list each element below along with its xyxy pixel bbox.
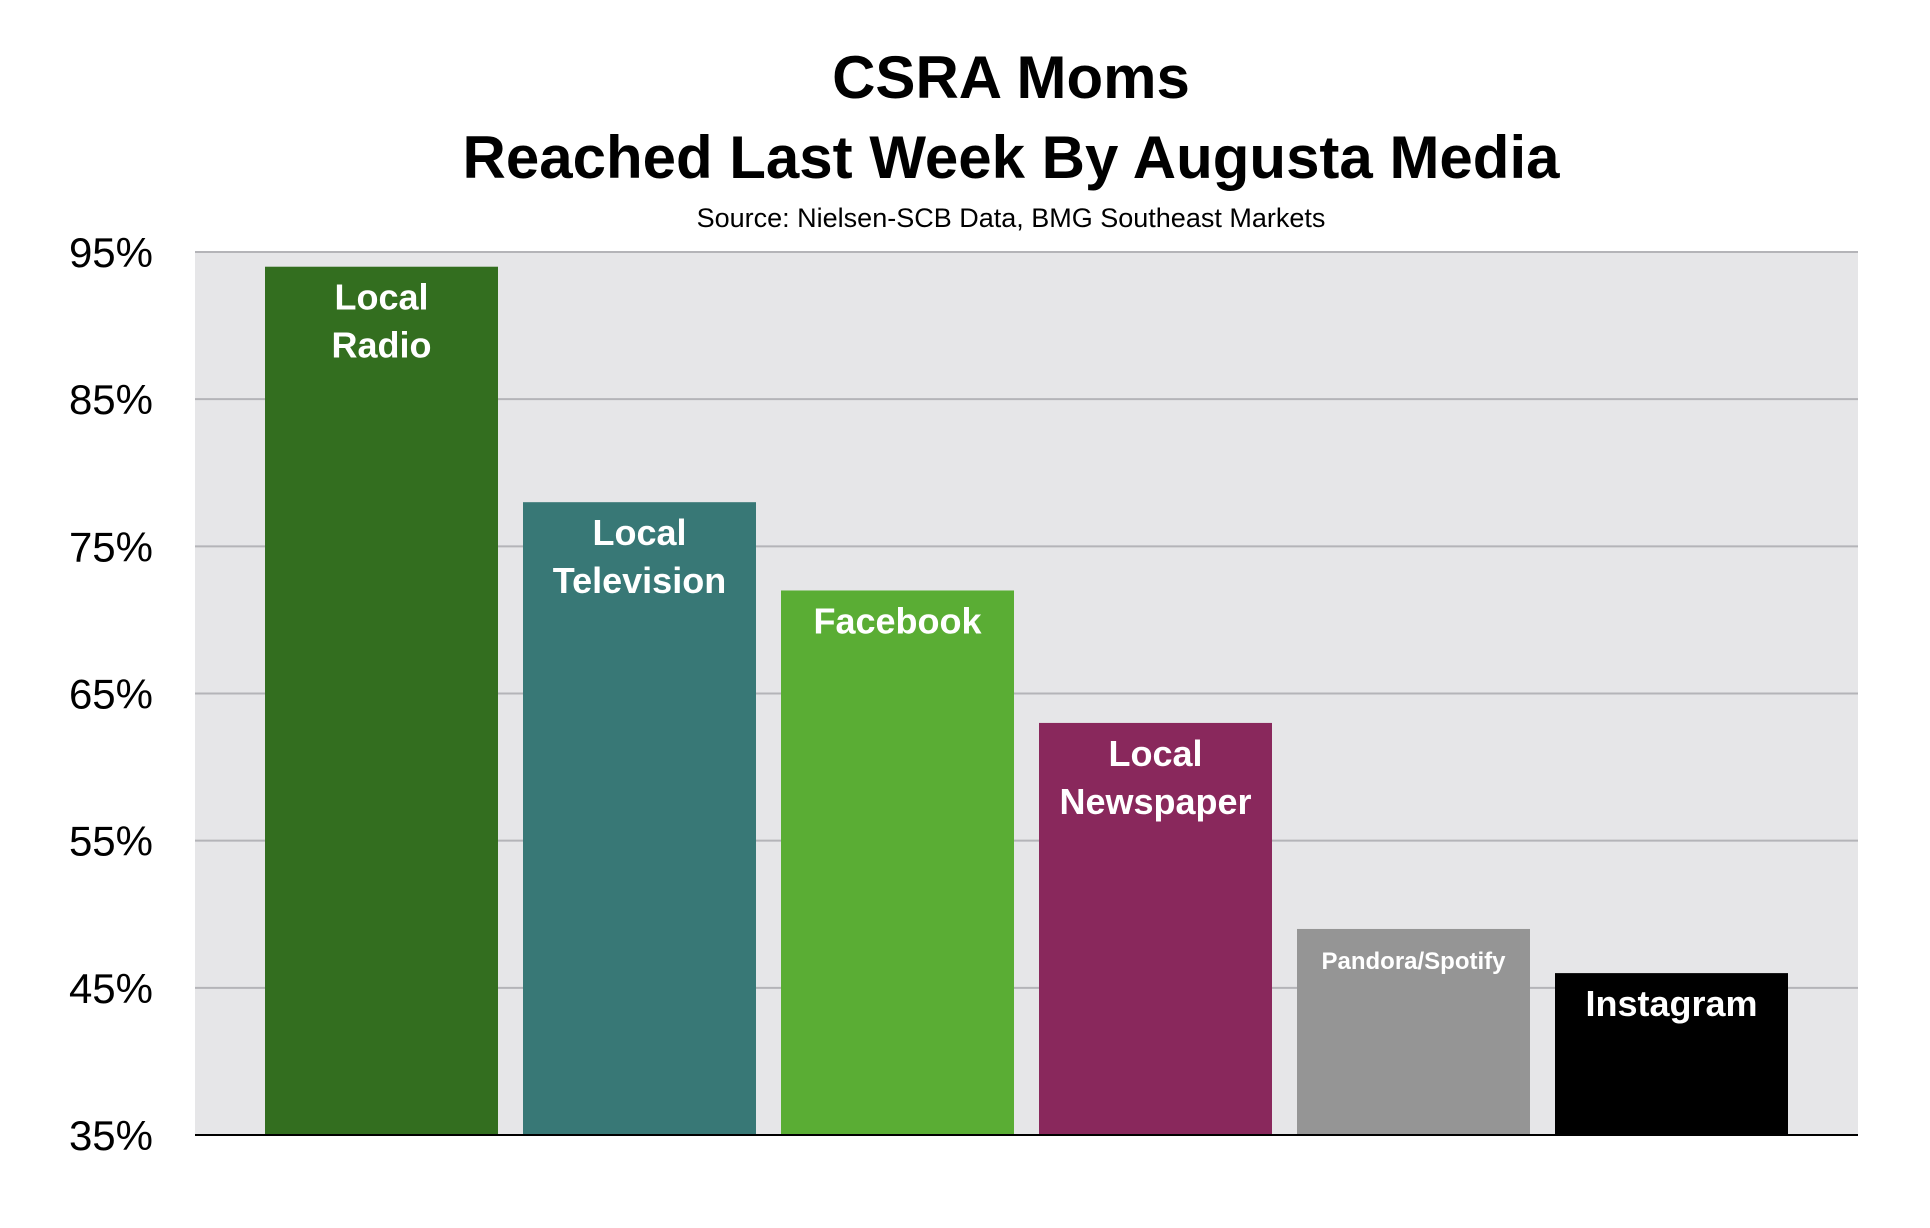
y-tick-label-35: 35% bbox=[69, 1112, 153, 1159]
y-axis-ticks: 35% 45% 55% 65% 75% 85% 95% bbox=[69, 229, 153, 1159]
bar-label-local-radio-0: Local bbox=[334, 277, 428, 318]
bar-instagram bbox=[1555, 973, 1788, 1135]
bar-label-local-radio-1: Radio bbox=[331, 325, 431, 366]
bar-label-local-television-1: Television bbox=[553, 560, 726, 601]
chart-title-line-1: CSRA Moms bbox=[832, 44, 1190, 111]
y-tick-label-55: 55% bbox=[69, 818, 153, 865]
bar-label-local-newspaper-1: Newspaper bbox=[1059, 781, 1251, 822]
bar-label-local-newspaper-0: Local bbox=[1108, 733, 1202, 774]
y-tick-label-65: 65% bbox=[69, 671, 153, 718]
y-tick-label-95: 95% bbox=[69, 229, 153, 276]
bars: Local Radio Local Television Facebook Local Ne… bbox=[265, 266, 1788, 1135]
chart-subtitle: Source: Nielsen-SCB Data, BMG Southeast … bbox=[696, 203, 1326, 233]
bar-label-instagram-0: Instagram bbox=[1585, 983, 1757, 1024]
bar-label-local-television-0: Local bbox=[592, 512, 686, 553]
bar-facebook bbox=[781, 590, 1014, 1135]
y-tick-label-85: 85% bbox=[69, 376, 153, 423]
bar-label-facebook-0: Facebook bbox=[813, 600, 982, 641]
bar-pandora-spotify bbox=[1297, 928, 1530, 1135]
bar-label-pandora-spotify-0: Pandora/Spotify bbox=[1321, 948, 1506, 975]
chart-title-line-2: Reached Last Week By Augusta Media bbox=[462, 124, 1560, 191]
y-tick-label-45: 45% bbox=[69, 965, 153, 1012]
bar-local-television bbox=[523, 502, 756, 1135]
bar-local-radio bbox=[265, 266, 498, 1135]
y-tick-label-75: 75% bbox=[69, 523, 153, 570]
chart-title-block: CSRA Moms Reached Last Week By Augusta M… bbox=[0, 38, 1930, 236]
bar-local-newspaper bbox=[1039, 722, 1272, 1135]
